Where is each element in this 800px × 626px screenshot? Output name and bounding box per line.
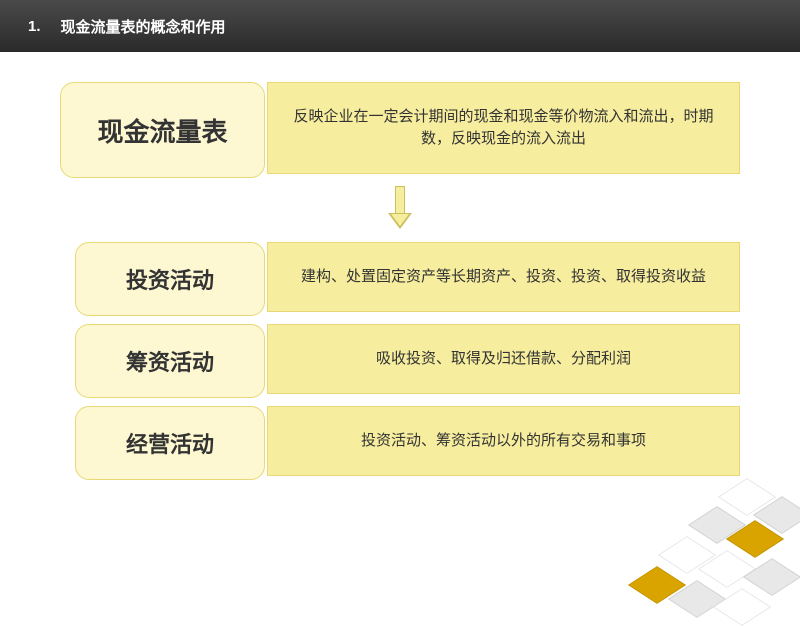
activity-label: 投资活动	[126, 263, 214, 295]
arrow-stem	[395, 186, 405, 214]
activity-desc: 投资活动、筹资活动以外的所有交易和事项	[361, 430, 646, 453]
activity-desc-box: 建构、处置固定资产等长期资产、投资、投资、取得投资收益	[267, 242, 740, 312]
activity-label: 筹资活动	[126, 345, 214, 377]
arrow-head	[391, 214, 409, 226]
activity-list: 投资活动 建构、处置固定资产等长期资产、投资、投资、取得投资收益 筹资活动 吸收…	[60, 242, 740, 480]
header-title: 现金流量表的概念和作用	[61, 16, 226, 37]
main-label-box: 现金流量表	[60, 82, 265, 178]
activity-label-box: 投资活动	[75, 242, 265, 316]
activity-label-box: 经营活动	[75, 406, 265, 480]
slide-header: 1. 现金流量表的概念和作用	[0, 0, 800, 52]
deco-cube	[743, 558, 800, 596]
activity-desc: 建构、处置固定资产等长期资产、投资、投资、取得投资收益	[301, 266, 706, 289]
activity-desc-box: 吸收投资、取得及归还借款、分配利润	[267, 324, 740, 394]
slide-content: 现金流量表 反映企业在一定会计期间的现金和现金等价物流入和流出，时期数，反映现金…	[0, 52, 800, 480]
deco-cube	[713, 588, 771, 626]
main-desc: 反映企业在一定会计期间的现金和现金等价物流入和流出，时期数，反映现金的流入流出	[286, 106, 721, 151]
main-desc-box: 反映企业在一定会计期间的现金和现金等价物流入和流出，时期数，反映现金的流入流出	[267, 82, 740, 174]
activity-row: 筹资活动 吸收投资、取得及归还借款、分配利润	[60, 324, 740, 398]
activity-desc: 吸收投资、取得及归还借款、分配利润	[376, 348, 631, 371]
header-number: 1.	[28, 18, 41, 35]
down-arrow	[60, 186, 740, 230]
activity-label: 经营活动	[126, 427, 214, 459]
main-concept-row: 现金流量表 反映企业在一定会计期间的现金和现金等价物流入和流出，时期数，反映现金…	[60, 82, 740, 178]
activity-row: 投资活动 建构、处置固定资产等长期资产、投资、投资、取得投资收益	[60, 242, 740, 316]
cube-decoration	[610, 460, 800, 620]
activity-label-box: 筹资活动	[75, 324, 265, 398]
main-label: 现金流量表	[97, 112, 227, 149]
